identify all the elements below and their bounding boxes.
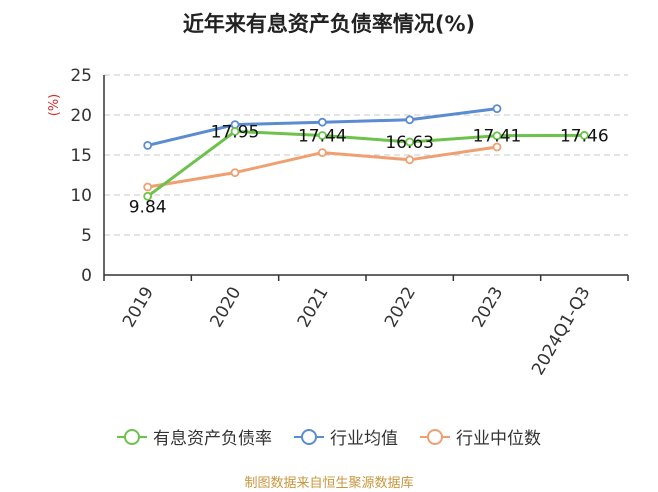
data-point — [492, 142, 502, 152]
y-axis-label: (%) — [47, 94, 62, 117]
data-point — [405, 115, 415, 125]
data-labels: 9.84 17.95 17.44 16.63 17.41 17.46 — [129, 122, 609, 217]
axes: 0 5 10 15 20 25 (%) 2019 2020 2021 2022 2023 2024Q1-… — [47, 66, 629, 379]
data-label: 17.46 — [560, 126, 609, 146]
source-note: 制图数据来自恒生聚源数据库 — [244, 476, 414, 491]
legend-label: 行业中位数 — [456, 429, 541, 449]
x-tick-label: 2023 — [468, 284, 507, 331]
data-point — [143, 182, 153, 192]
data-label: 9.84 — [129, 197, 167, 217]
legend-line-circle-icon — [117, 428, 147, 445]
data-point — [492, 104, 502, 113]
data-point — [143, 191, 153, 201]
legend-line-circle-icon — [294, 428, 324, 445]
x-tick-label: 2019 — [119, 284, 158, 331]
legend-label: 行业均值 — [330, 429, 398, 449]
series-layer — [143, 104, 589, 201]
data-point — [230, 126, 240, 136]
chart-title: 近年来有息资产负债率情况(%) — [182, 12, 476, 36]
y-tick-label: 10 — [70, 186, 92, 206]
y-tick-label: 25 — [70, 66, 92, 86]
y-tick-label: 15 — [70, 146, 92, 166]
data-point — [230, 168, 240, 178]
y-tick-label: 20 — [70, 106, 92, 126]
legend-item[interactable]: 行业中位数 — [420, 424, 541, 449]
data-point — [492, 131, 502, 141]
legend-line-circle-icon — [420, 428, 450, 445]
series-line — [146, 129, 585, 198]
data-label: 16.63 — [385, 133, 434, 153]
legend-item[interactable]: 行业均值 — [294, 424, 398, 449]
legend-label: 有息资产负债率 — [153, 429, 272, 449]
legend-item[interactable]: 有息资产负债率 — [117, 424, 272, 449]
y-tick-label: 0 — [81, 266, 92, 286]
data-point — [579, 130, 589, 140]
data-label: 17.41 — [473, 127, 522, 147]
x-tick-label: 2024Q1-Q3 — [528, 284, 595, 379]
y-tick-label: 5 — [81, 226, 92, 246]
x-tick-label: 2021 — [294, 284, 333, 331]
legend: 有息资产负债率 行业均值 行业中位数 — [0, 424, 658, 449]
line-chart: 0 5 10 15 20 25 (%) 2019 2020 2021 2022 2023 2024Q1-… — [47, 66, 629, 379]
data-point — [317, 131, 327, 140]
x-tick-label: 2020 — [206, 284, 245, 331]
data-point — [143, 140, 153, 150]
data-point — [405, 137, 415, 147]
data-point — [317, 148, 327, 158]
data-point — [317, 117, 327, 127]
x-tick-label: 2022 — [381, 284, 420, 331]
data-label: 17.44 — [298, 126, 347, 146]
data-point — [405, 155, 415, 165]
data-label: 17.95 — [211, 122, 260, 142]
